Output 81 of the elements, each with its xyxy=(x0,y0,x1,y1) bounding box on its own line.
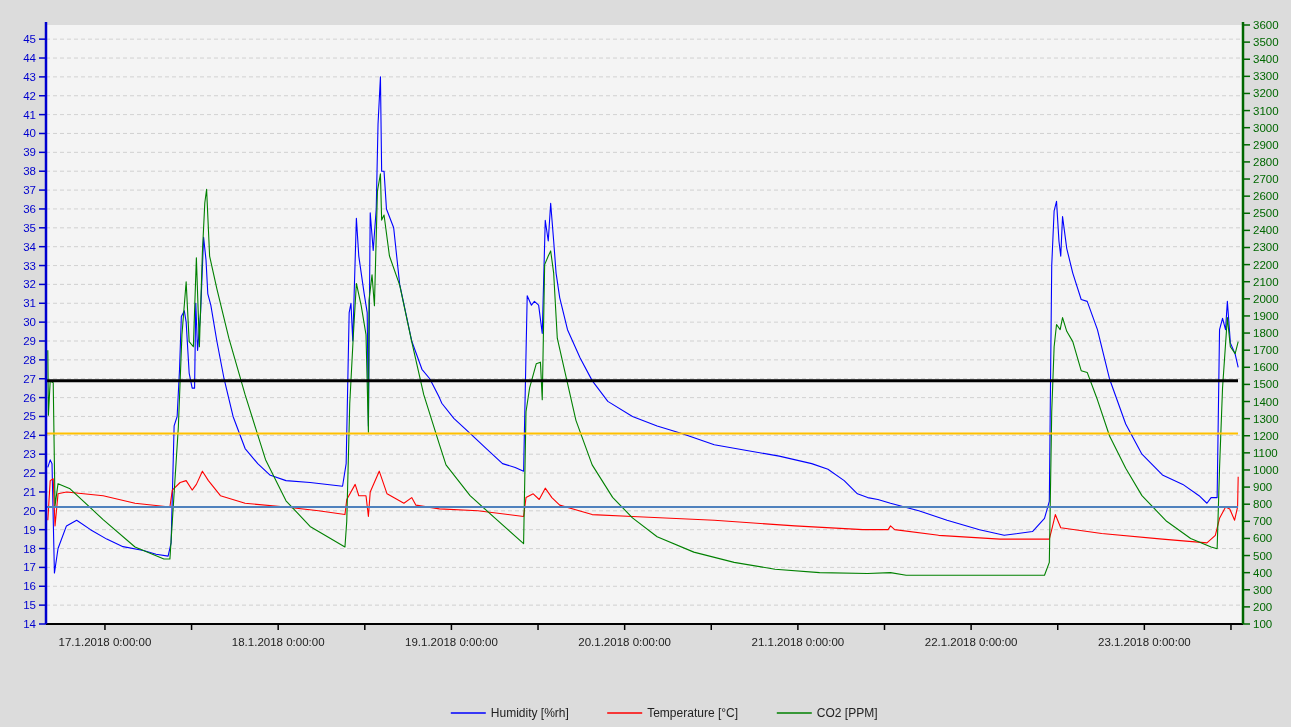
y-tick-label: 43 xyxy=(23,70,36,83)
y2-tick-label: 600 xyxy=(1253,532,1273,545)
x-tick-label: 17.1.2018 0:00:00 xyxy=(58,636,152,648)
y2-tick-label: 1300 xyxy=(1253,412,1279,425)
y2-tick-label: 700 xyxy=(1253,515,1273,528)
y2-tick-label: 3200 xyxy=(1253,87,1279,100)
line-series xyxy=(47,76,1239,574)
y-tick-label: 37 xyxy=(23,184,36,197)
y-tick-label: 34 xyxy=(23,240,37,253)
y2-tick-label: 1000 xyxy=(1253,463,1279,476)
y-tick-label: 41 xyxy=(23,108,36,121)
y-tick-label: 45 xyxy=(23,33,36,46)
y2-tick-label: 2000 xyxy=(1253,292,1279,305)
y2-tick-label: 200 xyxy=(1253,600,1273,613)
y-tick-label: 14 xyxy=(23,618,37,630)
y-tick-label: 40 xyxy=(23,127,36,140)
y2-tick-label: 1600 xyxy=(1253,361,1279,374)
line-series xyxy=(47,173,1239,576)
y2-tick-label: 3600 xyxy=(1253,19,1279,31)
y2-tick-label: 2500 xyxy=(1253,207,1279,220)
x-tick-label: 20.1.2018 0:00:00 xyxy=(578,636,672,648)
y-tick-label: 15 xyxy=(23,599,36,612)
y-tick-label: 44 xyxy=(23,52,37,65)
y-tick-label: 18 xyxy=(23,542,36,555)
x-tick-label: 22.1.2018 0:00:00 xyxy=(924,636,1018,648)
y2-tick-label: 1500 xyxy=(1253,378,1279,391)
y-tick-label: 16 xyxy=(23,580,36,593)
x-tick-label: 23.1.2018 0:00:00 xyxy=(1097,636,1191,648)
y2-tick-label: 3100 xyxy=(1253,104,1279,117)
legend-label: Temperature [°C] xyxy=(647,706,739,720)
y-tick-label: 39 xyxy=(23,146,36,159)
y2-tick-label: 400 xyxy=(1253,566,1273,579)
y-tick-label: 32 xyxy=(23,278,36,291)
y-tick-label: 29 xyxy=(23,335,36,348)
y-tick-label: 31 xyxy=(23,297,36,310)
y2-tick-label: 3400 xyxy=(1253,53,1279,66)
legend-label: Humidity [%rh] xyxy=(490,706,569,720)
y-tick-label: 22 xyxy=(23,467,36,480)
line-series xyxy=(47,470,1239,544)
y-tick-label: 38 xyxy=(23,165,36,178)
y2-tick-label: 1400 xyxy=(1253,395,1279,408)
y-tick-label: 28 xyxy=(23,353,36,366)
y-tick-label: 20 xyxy=(23,504,36,517)
y2-tick-label: 2400 xyxy=(1253,224,1279,237)
y2-tick-label: 3300 xyxy=(1253,70,1279,83)
y-tick-label: 35 xyxy=(23,221,36,234)
y2-tick-label: 2200 xyxy=(1253,258,1279,271)
x-tick-label: 21.1.2018 0:00:00 xyxy=(751,636,845,648)
y2-tick-label: 3000 xyxy=(1253,121,1279,134)
y2-tick-label: 2800 xyxy=(1253,155,1279,168)
x-tick-label: 19.1.2018 0:00:00 xyxy=(405,636,498,648)
y2-tick-label: 1100 xyxy=(1253,446,1278,459)
y2-tick-label: 2300 xyxy=(1253,241,1279,254)
y2-tick-label: 300 xyxy=(1253,583,1273,596)
y2-tick-label: 1900 xyxy=(1253,309,1279,322)
y2-tick-label: 1200 xyxy=(1253,429,1279,442)
y-tick-label: 23 xyxy=(23,448,36,461)
y-tick-label: 36 xyxy=(23,202,36,215)
x-tick-label: 18.1.2018 0:00:00 xyxy=(231,636,325,648)
y-tick-label: 19 xyxy=(23,523,36,536)
y-tick-label: 25 xyxy=(23,410,36,423)
y2-tick-label: 100 xyxy=(1253,618,1273,630)
y-tick-label: 30 xyxy=(23,316,36,329)
y2-tick-label: 900 xyxy=(1253,481,1273,494)
y2-tick-label: 1800 xyxy=(1253,327,1279,340)
y2-tick-label: 2700 xyxy=(1253,173,1279,186)
y-tick-label: 42 xyxy=(23,89,36,102)
y2-tick-label: 2600 xyxy=(1253,190,1279,203)
y2-tick-label: 1700 xyxy=(1253,344,1279,357)
y-tick-label: 21 xyxy=(23,485,36,498)
y2-tick-label: 2100 xyxy=(1253,275,1279,288)
legend-label: CO2 [PPM] xyxy=(816,706,878,720)
y2-tick-label: 500 xyxy=(1253,549,1273,562)
y2-tick-label: 2900 xyxy=(1253,138,1279,151)
y-tick-label: 33 xyxy=(23,259,36,272)
y2-tick-label: 3500 xyxy=(1253,36,1279,49)
y2-tick-label: 800 xyxy=(1253,498,1273,511)
y-tick-label: 17 xyxy=(23,561,36,574)
y-tick-label: 27 xyxy=(23,372,36,385)
y-tick-label: 24 xyxy=(23,429,37,442)
y-tick-label: 26 xyxy=(23,391,36,404)
